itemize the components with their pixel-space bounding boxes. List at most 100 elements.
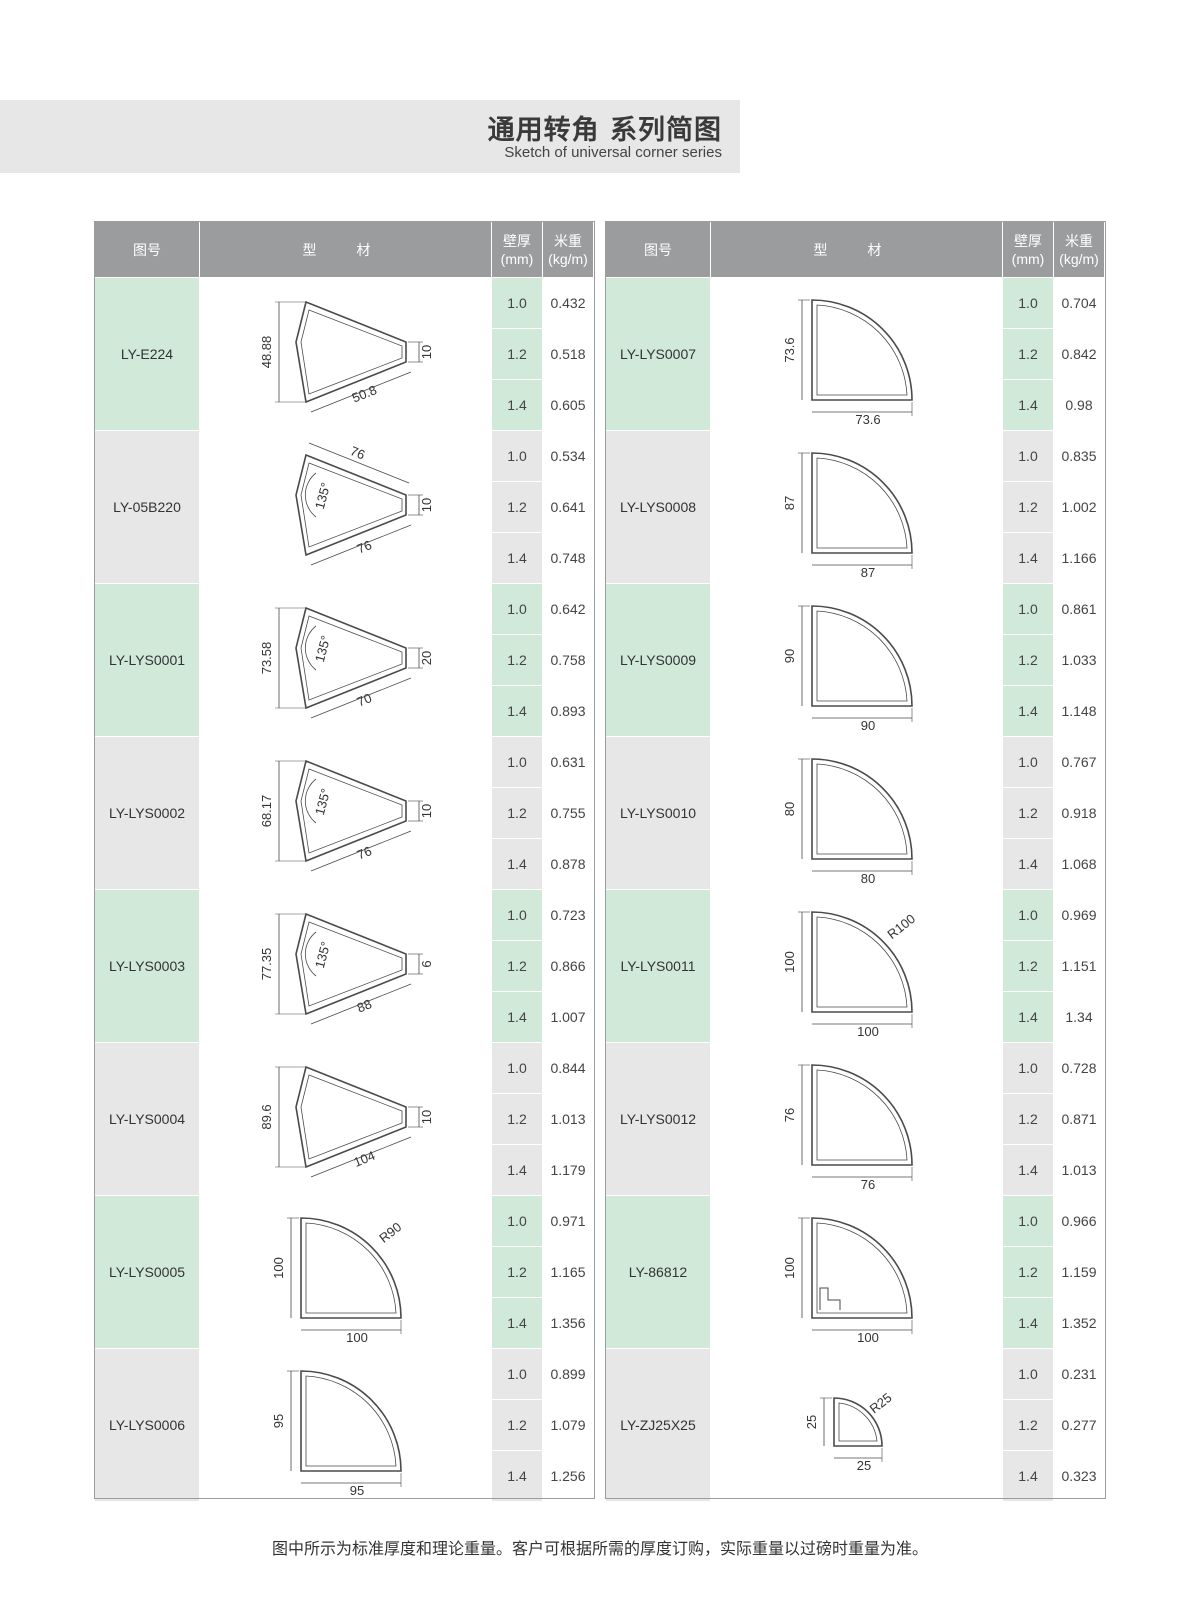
table-header: 图号 型 材 壁厚 (mm) 米重 (kg/m) (605, 221, 1105, 278)
thickness-value: 1.2 (491, 1399, 543, 1451)
header-code: 图号 (94, 221, 200, 278)
table-row: LY-86812 100 100 1.0 0.966 (605, 1195, 1105, 1349)
table-row: 1.4 1.179 (95, 1144, 594, 1196)
header-weight: 米重 (kg/m) (542, 221, 594, 278)
dim-height: 77.35 (259, 947, 274, 980)
profile-inner (300, 920, 402, 1007)
profile-drawing: 76 76 (782, 1063, 913, 1192)
table-row: LY-LYS0005 100 100 R90 1.0 0.971 (94, 1195, 594, 1349)
profile-drawing: 100 100 R90 (271, 1216, 404, 1345)
weight-value: 0.518 (542, 328, 594, 380)
thickness-value: 1.4 (491, 1144, 543, 1196)
profile-outline (294, 453, 407, 556)
header-code: 图号 (605, 221, 711, 278)
dim-height: 100 (271, 1257, 286, 1279)
dim-width: 90 (860, 718, 874, 730)
dim-width: 73.6 (855, 412, 880, 424)
profile-drawing: 73.58 70 20 135° (259, 606, 434, 718)
profile-sketch: 77.35 88 6 135° (199, 889, 492, 1043)
dim-width: 76 (354, 537, 373, 556)
profile-code: LY-LYS0004 (94, 1042, 200, 1196)
weight-value: 1.34 (1053, 991, 1105, 1043)
profile-inner (300, 308, 402, 395)
table-row: 1.4 1.068 (606, 838, 1105, 890)
weight-value: 1.165 (542, 1246, 594, 1298)
thickness-value: 1.0 (491, 1348, 543, 1400)
dim-width: 80 (860, 871, 874, 883)
thickness-value: 1.4 (491, 379, 543, 431)
table-row: 1.2 1.079 (95, 1399, 594, 1451)
thickness-value: 1.4 (1002, 379, 1054, 431)
dim-tip: 10 (419, 497, 434, 511)
thickness-value: 1.0 (491, 736, 543, 788)
thickness-value: 1.4 (1002, 1297, 1054, 1349)
table-row: 1.2 1.159 (606, 1246, 1105, 1298)
table-row: 1.2 0.755 (95, 787, 594, 839)
dim-angle: 135° (311, 939, 332, 969)
profile-code: LY-05B220 (94, 430, 200, 584)
profile-drawing: 68.17 76 10 135° (259, 759, 434, 871)
profile-outline (294, 759, 407, 862)
profile-drawing: 100 100 R100 (782, 910, 918, 1038)
thickness-value: 1.0 (1002, 1195, 1054, 1247)
table-row: 1.2 0.871 (606, 1093, 1105, 1145)
profile-drawing: 80 80 (782, 757, 913, 886)
dim-height: 100 (782, 951, 797, 973)
profile-sketch: 73.6 73.6 (710, 277, 1003, 431)
profile-code: LY-LYS0003 (94, 889, 200, 1043)
profile-inner (816, 304, 907, 395)
table-row: 1.2 1.002 (606, 481, 1105, 533)
table-row: LY-05B220 76 76 10 135° 1.0 0.534 (94, 430, 594, 584)
thickness-value: 1.2 (1002, 1093, 1054, 1145)
table-row: 1.4 0.878 (95, 838, 594, 890)
profile-code: LY-LYS0002 (94, 736, 200, 890)
dim-top: 76 (348, 443, 367, 462)
profile-inner (838, 1402, 877, 1441)
profile-drawing: 100 100 (782, 1216, 913, 1345)
weight-value: 1.356 (542, 1297, 594, 1349)
table-row: LY-LYS0007 73.6 73.6 1.0 0.704 (605, 277, 1105, 431)
weight-value: 1.256 (542, 1450, 594, 1502)
profile-sketch: 76 76 10 135° (199, 430, 492, 584)
profile-drawing: 95 95 (271, 1369, 402, 1498)
weight-value: 0.871 (1053, 1093, 1105, 1145)
profile-sketch: 48.88 50.8 10 (199, 277, 492, 431)
profile-inner (305, 1222, 396, 1313)
table-row: LY-LYS0009 90 90 1.0 0.861 (605, 583, 1105, 737)
header-thickness: 壁厚 (mm) (1002, 221, 1054, 278)
dim-angle: 135° (311, 633, 332, 663)
table-row: LY-LYS0008 87 87 1.0 0.835 (605, 430, 1105, 584)
dim-width: 88 (354, 996, 373, 1015)
profile-code: LY-LYS0005 (94, 1195, 200, 1349)
thickness-value: 1.4 (1002, 685, 1054, 737)
table-row: 1.4 0.323 (606, 1450, 1105, 1502)
profile-code: LY-LYS0001 (94, 583, 200, 737)
dim-height: 73.58 (259, 641, 274, 674)
weight-value: 0.723 (542, 889, 594, 941)
footnote: 图中所示为标准厚度和理论重量。客户可根据所需的厚度订购，实际重量以过磅时重量为准… (271, 1539, 928, 1558)
table-row: 1.4 1.013 (606, 1144, 1105, 1196)
weight-value: 1.079 (542, 1399, 594, 1451)
profile-inner (816, 1069, 907, 1160)
profile-inner (816, 1222, 907, 1313)
table-row: 1.2 0.842 (606, 328, 1105, 380)
profile-outline (810, 451, 913, 554)
dim-radius: R25 (866, 1389, 894, 1416)
profile-outline (294, 300, 407, 403)
table-row: LY-LYS0006 95 95 1.0 0.899 (94, 1348, 594, 1502)
thickness-value: 1.2 (491, 481, 543, 533)
thickness-value: 1.0 (491, 430, 543, 482)
weight-value: 0.918 (1053, 787, 1105, 839)
dim-height: 68.17 (259, 794, 274, 827)
dim-tip: 10 (419, 1109, 434, 1123)
dim-width: 87 (860, 565, 874, 577)
dim-height: 89.6 (259, 1104, 274, 1129)
weight-value: 1.002 (1053, 481, 1105, 533)
right-spec-table: 图号 型 材 壁厚 (mm) 米重 (kg/m) LY-LYS0007 73.6 73.… (605, 221, 1105, 1502)
header-weight: 米重 (kg/m) (1053, 221, 1105, 278)
profile-inner (816, 916, 907, 1007)
profile-sketch: 25 25 R25 (710, 1348, 1003, 1502)
dim-radius: R90 (376, 1219, 404, 1246)
thickness-value: 1.2 (1002, 481, 1054, 533)
thickness-value: 1.2 (491, 787, 543, 839)
